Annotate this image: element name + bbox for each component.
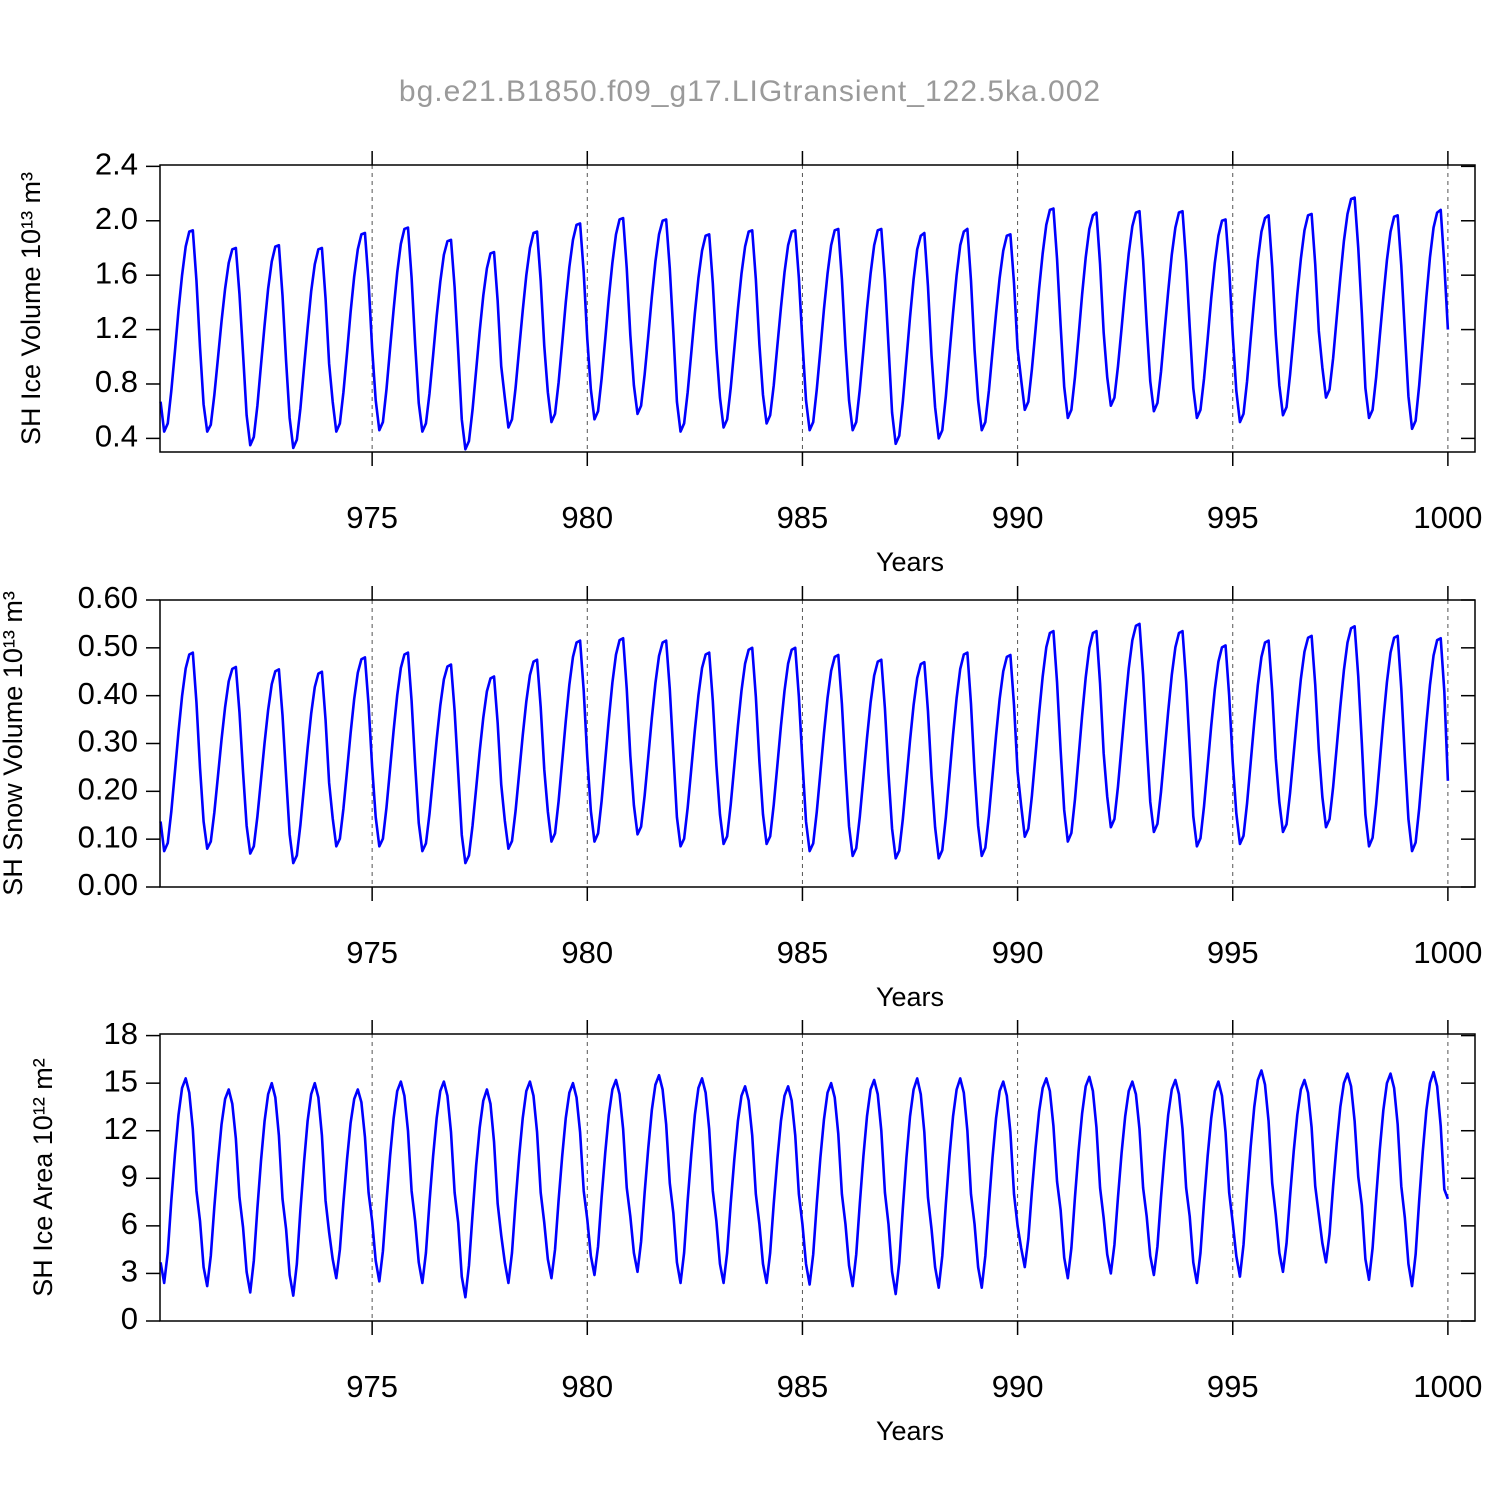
y-tick-label: 12: [104, 1111, 138, 1146]
y-axis-label: SH Ice Area 10¹² m²: [28, 1058, 58, 1297]
panel: 975 980 985 990 995 1000 0.00 0.10 0.20 0.30 0.40 0…: [0, 580, 1482, 1012]
x-tick-label: 995: [1207, 935, 1259, 970]
y-axis-label: SH Snow Volume 10¹³ m³: [0, 591, 28, 896]
y-tick-label: 1.2: [95, 310, 138, 345]
x-tick-label: 1000: [1413, 1369, 1482, 1404]
y-tick-label: 0.20: [78, 772, 138, 807]
figure-title: bg.e21.B1850.f09_g17.LIGtransient_122.5k…: [399, 75, 1101, 108]
x-tick-label: 990: [992, 1369, 1044, 1404]
x-axis-label: Years: [876, 1416, 944, 1446]
x-tick-label: 995: [1207, 1369, 1259, 1404]
x-tick-label: 975: [346, 935, 398, 970]
panel: 975 980 985 990 995 1000 0.4 0.8 1.2 1.6 2.0 2.4 Yea…: [16, 147, 1482, 578]
x-tick-label: 995: [1207, 500, 1259, 535]
y-tick-label: 1.6: [95, 255, 138, 290]
x-tick-label: 990: [992, 935, 1044, 970]
plot-frame: [159, 164, 1476, 453]
y-tick-label: 9: [121, 1158, 138, 1193]
x-tick-label: 975: [346, 500, 398, 535]
plot-frame: [159, 1033, 1476, 1322]
x-tick-label: 985: [777, 500, 829, 535]
y-tick-label: 2.4: [95, 147, 138, 182]
y-tick-label: 6: [121, 1206, 138, 1241]
y-tick-label: 0.30: [78, 724, 138, 759]
y-tick-label: 0: [121, 1301, 138, 1336]
x-axis-label: Years: [876, 982, 944, 1012]
plot-frame: [159, 599, 1476, 888]
x-tick-label: 980: [561, 935, 613, 970]
x-tick-label: 985: [777, 935, 829, 970]
data-line: [159, 196, 1450, 451]
y-tick-label: 0.50: [78, 628, 138, 663]
y-tick-label: 0.8: [95, 364, 138, 399]
y-tick-label: 18: [104, 1016, 138, 1051]
data-line: [159, 622, 1450, 865]
y-axis-label: SH Ice Volume 10¹³ m³: [16, 172, 46, 445]
y-tick-label: 15: [104, 1063, 138, 1098]
y-tick-label: 0.60: [78, 580, 138, 615]
x-tick-label: 980: [561, 1369, 613, 1404]
x-tick-label: 990: [992, 500, 1044, 535]
y-tick-label: 2.0: [95, 201, 138, 236]
x-tick-label: 980: [561, 500, 613, 535]
y-tick-label: 0.40: [78, 676, 138, 711]
y-tick-label: 0.10: [78, 819, 138, 854]
panel: 975 980 985 990 995 1000 0 3 6 9 12 15 18 Years SH Ice…: [28, 1016, 1482, 1446]
y-tick-label: 0.00: [78, 867, 138, 902]
x-tick-label: 975: [346, 1369, 398, 1404]
x-tick-label: 985: [777, 1369, 829, 1404]
y-tick-label: 3: [121, 1254, 138, 1289]
x-tick-label: 1000: [1413, 935, 1482, 970]
x-tick-label: 1000: [1413, 500, 1482, 535]
x-axis-label: Years: [876, 547, 944, 577]
data-line: [159, 1069, 1450, 1299]
y-tick-label: 0.4: [95, 419, 138, 454]
